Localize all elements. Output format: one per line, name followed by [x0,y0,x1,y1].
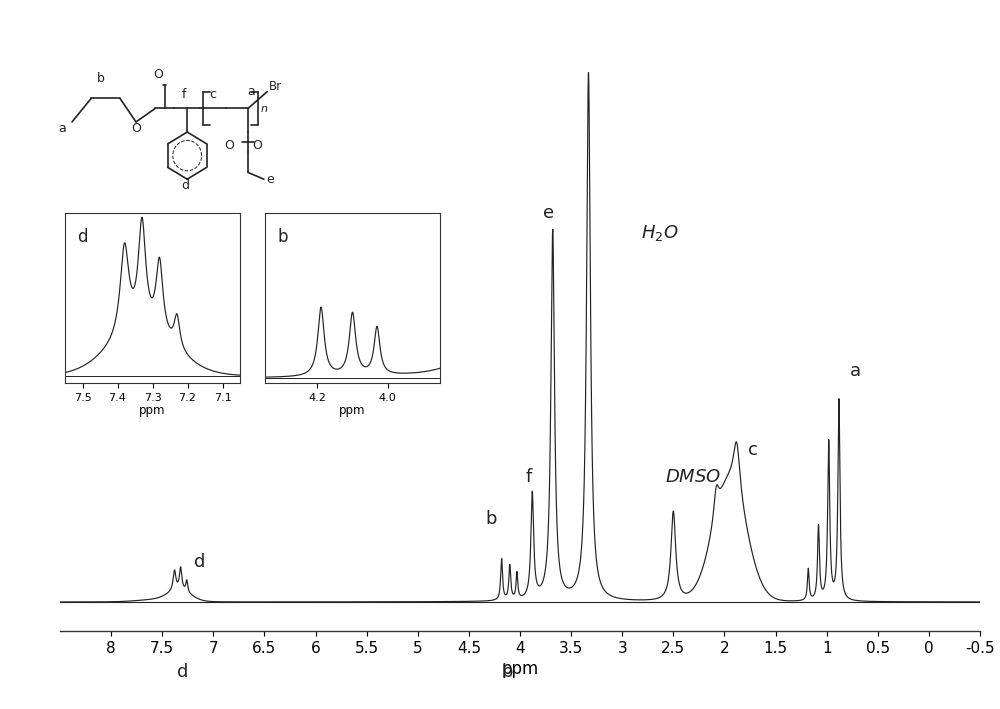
X-axis label: ppm: ppm [501,660,539,678]
Text: b: b [277,228,288,246]
X-axis label: ppm: ppm [339,404,366,417]
Text: O: O [131,122,141,135]
Text: d: d [194,553,205,571]
Text: e: e [543,204,554,222]
Text: O: O [224,139,234,152]
Text: O: O [153,68,163,81]
Text: d: d [182,179,190,192]
Text: b: b [486,510,497,528]
X-axis label: ppm: ppm [139,404,166,417]
Text: c: c [748,442,758,459]
Text: b: b [501,663,512,681]
Text: $DMSO$: $DMSO$ [665,468,721,486]
Text: f: f [526,468,532,486]
Text: n: n [260,104,268,114]
Text: O: O [253,139,263,152]
Text: f: f [182,89,186,101]
Text: Br: Br [269,80,282,93]
Text: c: c [209,89,216,101]
Text: a: a [850,362,861,380]
Text: b: b [97,72,105,84]
Text: a: a [247,85,255,98]
Text: $H_2O$: $H_2O$ [641,223,678,243]
Text: d: d [177,663,188,681]
Text: e: e [267,172,274,186]
Text: d: d [77,228,88,246]
Text: a: a [59,122,66,135]
